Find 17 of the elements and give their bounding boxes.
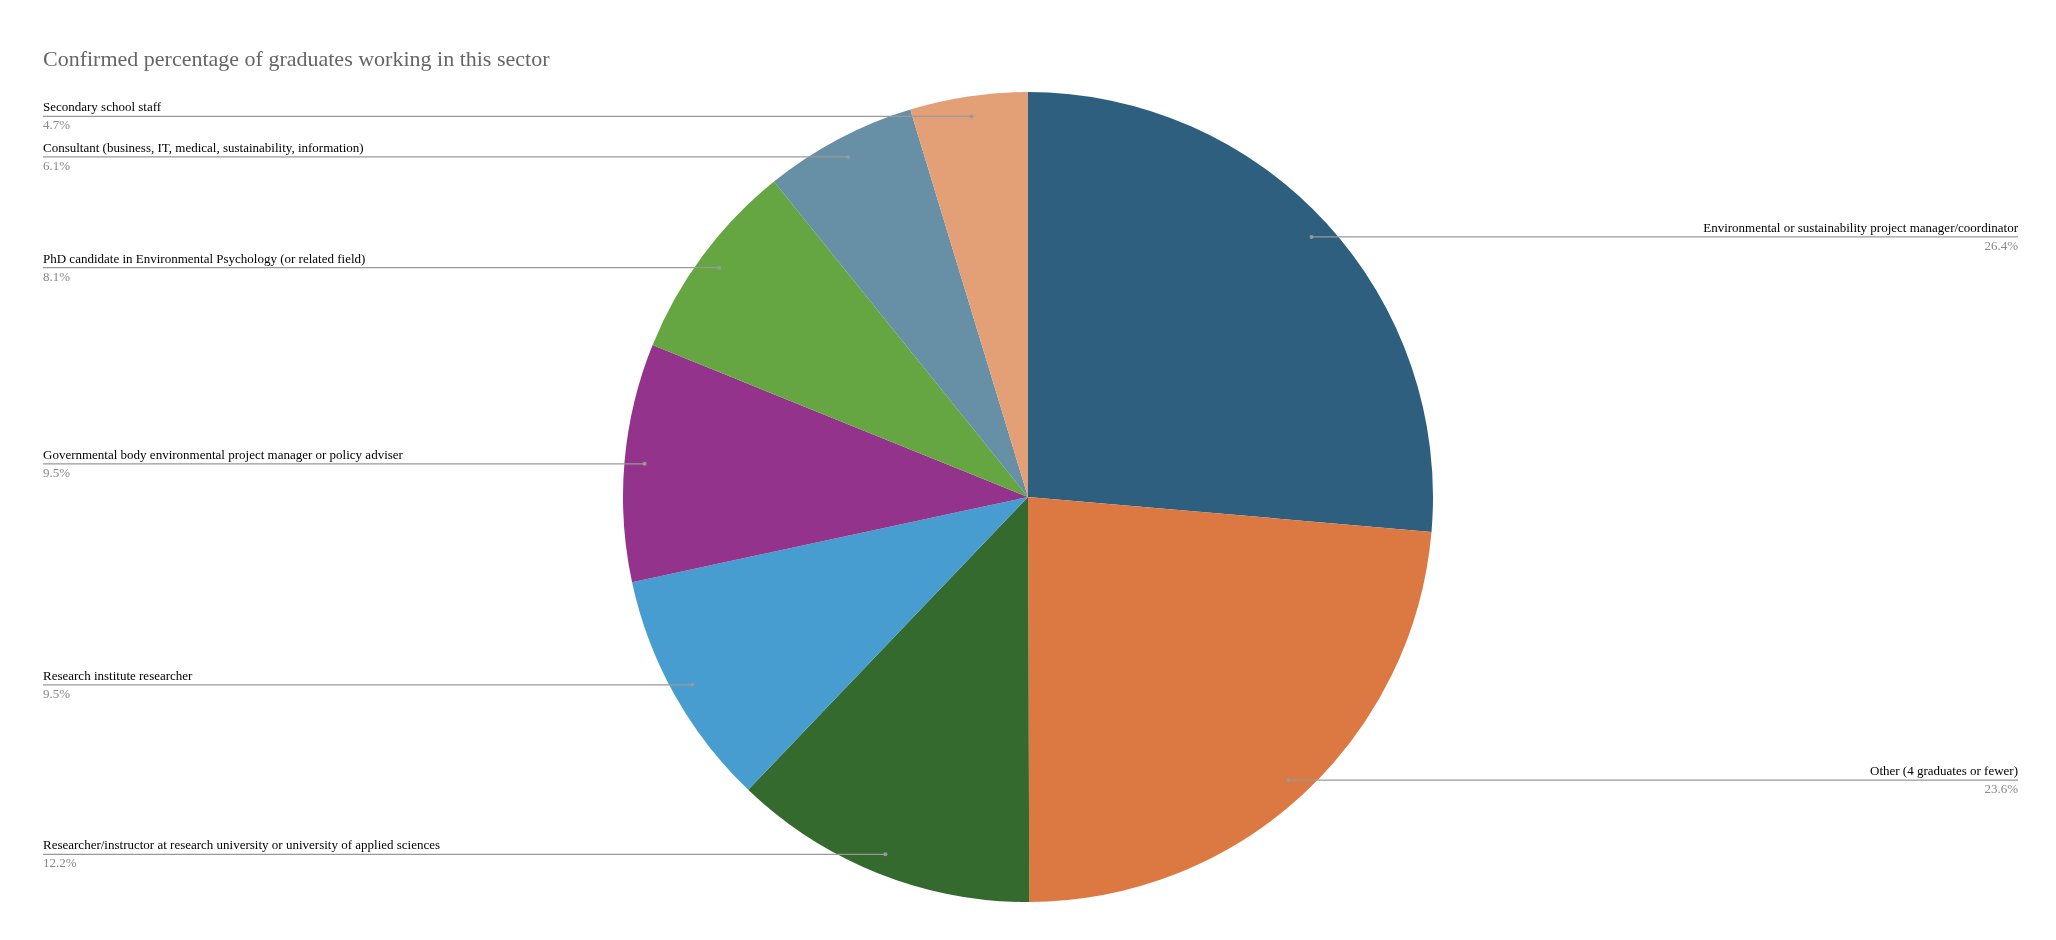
data-label: 23.6% [1984,781,2019,797]
slice-label: Other (4 graduates or fewer) [1870,763,2018,779]
data-label: 6.1% [43,157,71,173]
data-label: 9.5% [43,685,71,701]
slice-label: Researcher/instructor at research university or university of applied sciences [43,837,441,853]
data-label: 26.4% [1984,237,2019,253]
data-label: 12.2% [43,855,77,871]
data-label: 8.1% [43,268,71,284]
slice-label: Secondary school staff [43,99,162,115]
slice-label: PhD candidate in Environmental Psychology (or related field) [43,250,366,266]
slice-label: Consultant (business, IT, medical, sustainability, information) [43,139,364,155]
data-label: 4.7% [43,117,71,133]
slice-label: Research institute researcher [43,667,194,683]
chart-title: Confirmed percentage of graduates working in this sector [43,46,551,71]
slice-label: Environmental or sustainability project manager/coordinator [1703,219,2019,235]
slice-label: Governmental body environmental project manager or policy adviser [43,446,404,462]
data-label: 9.5% [43,464,71,480]
